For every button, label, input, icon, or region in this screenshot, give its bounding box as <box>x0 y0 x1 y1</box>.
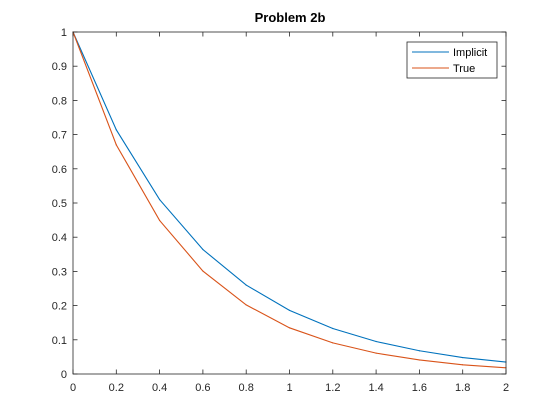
x-tick-label: 0.6 <box>195 382 210 394</box>
plot-area <box>73 32 506 374</box>
y-tick-label: 1 <box>61 27 67 39</box>
data-point <box>245 284 247 286</box>
data-point <box>332 342 334 344</box>
data-point <box>288 327 291 329</box>
x-tick-label: 0.2 <box>109 382 124 394</box>
y-tick-label: 0.4 <box>52 232 67 244</box>
data-point <box>332 327 334 330</box>
data-point <box>375 352 377 354</box>
y-tick-label: 0.3 <box>52 266 67 278</box>
y-tick-label: 0.9 <box>52 61 67 73</box>
data-point <box>202 248 204 251</box>
data-point <box>159 219 161 222</box>
y-tick-label: 0.2 <box>52 301 67 313</box>
x-tick-label: 1.6 <box>412 382 427 394</box>
series-layer <box>72 31 507 369</box>
data-point <box>202 270 204 272</box>
x-tick-label: 0.8 <box>239 382 254 394</box>
ticks-layer: 0 0.2 0.4 0.6 0.8 1 1.2 1.4 1.6 1.8 2 0 0.1 0.2 0.3 0.4… <box>52 27 509 394</box>
y-tick-label: 0.1 <box>52 335 67 347</box>
chart-title: Problem 2b <box>255 10 326 25</box>
y-tick-label: 0.6 <box>52 164 67 176</box>
data-point <box>418 359 420 361</box>
x-tick-label: 0.4 <box>152 382 167 394</box>
data-point <box>159 198 161 201</box>
y-tick-label: 0.5 <box>52 198 67 210</box>
x-tick-label: 1.4 <box>368 382 383 394</box>
legend-label-1: Implicit <box>453 47 487 59</box>
data-point <box>115 144 117 146</box>
data-point <box>375 340 377 343</box>
y-tick-label: 0.8 <box>52 95 67 107</box>
y-tick-label: 0.7 <box>52 130 67 142</box>
x-tick-label: 1 <box>286 382 292 394</box>
data-point <box>245 304 247 306</box>
data-point <box>115 129 117 131</box>
data-point <box>462 356 464 359</box>
data-point <box>288 309 291 311</box>
x-tick-label: 1.2 <box>325 382 340 394</box>
x-tick-label: 0 <box>70 382 76 394</box>
legend-label-2: True <box>453 63 475 75</box>
y-tick-label: 0 <box>61 369 67 381</box>
data-point <box>462 364 464 366</box>
data-point <box>418 350 420 352</box>
legend: Implicit True <box>406 41 498 79</box>
x-tick-label: 2 <box>503 382 509 394</box>
x-tick-label: 1.8 <box>455 382 470 394</box>
legend-box <box>406 41 498 79</box>
